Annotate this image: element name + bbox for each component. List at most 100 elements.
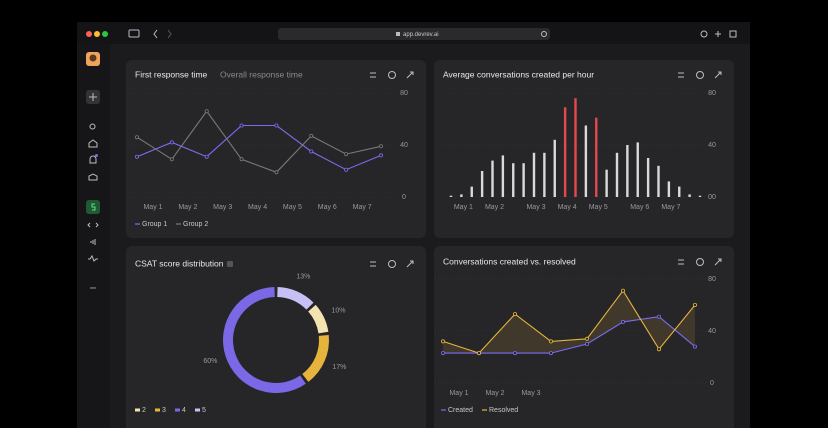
x-tick-label: May 3 — [213, 204, 232, 211]
point — [440, 351, 445, 356]
point — [169, 157, 174, 162]
x-tick-label: May 5 — [283, 204, 302, 211]
bar — [667, 181, 671, 197]
point — [657, 314, 662, 319]
bar — [460, 194, 463, 197]
x-tick-label: May 2 — [178, 204, 197, 211]
point — [549, 339, 554, 344]
home-icon[interactable] — [88, 139, 98, 148]
legend-label: 2 — [142, 407, 146, 414]
bar — [553, 139, 556, 197]
inbox-icon[interactable] — [88, 173, 98, 181]
url-bar[interactable] — [278, 28, 550, 40]
y-tick-label: 80 — [708, 276, 716, 283]
legend-label: Group 1 — [142, 221, 167, 228]
point — [134, 135, 139, 140]
point — [378, 153, 383, 158]
point — [239, 123, 244, 128]
sidebar-toggle[interactable] — [128, 29, 140, 38]
bar — [501, 155, 505, 197]
panel-title: Conversations created vs. resolved — [443, 256, 576, 266]
filter-icon[interactable] — [370, 72, 376, 78]
zoom-button[interactable] — [102, 31, 108, 37]
forward-button[interactable] — [167, 29, 172, 39]
point — [134, 154, 139, 159]
x-tick-label: May 6 — [630, 204, 649, 211]
close-button[interactable] — [86, 31, 92, 37]
donut-slice — [302, 334, 329, 382]
donut-slice — [277, 287, 314, 310]
point — [309, 149, 314, 154]
series-line — [136, 124, 382, 171]
code-icon[interactable] — [87, 222, 99, 228]
x-tick-label: May 2 — [485, 204, 504, 211]
panel — [434, 246, 734, 428]
legend-label: Created — [448, 407, 473, 414]
donut-slice — [223, 287, 306, 393]
help-icon[interactable] — [388, 71, 396, 79]
point — [309, 133, 314, 138]
expand-icon[interactable] — [406, 260, 414, 268]
panel — [126, 246, 426, 428]
slice-label: 13% — [296, 274, 310, 281]
legend-label: Group 2 — [183, 221, 208, 228]
tabs-button[interactable] — [729, 30, 737, 38]
help-icon[interactable] — [696, 71, 704, 79]
y-tick-label: 40 — [708, 328, 716, 335]
point — [513, 351, 518, 356]
more-dot — [94, 287, 96, 289]
notifications-icon[interactable] — [89, 155, 97, 164]
panel-title: First response time — [135, 69, 208, 79]
point — [204, 154, 209, 159]
x-tick-label: May 7 — [661, 204, 680, 211]
filter-icon[interactable] — [678, 259, 684, 265]
y-tick-label: 0 — [402, 194, 406, 201]
activity-icon[interactable] — [88, 254, 98, 262]
y-tick-label: 00 — [708, 194, 716, 201]
more-dot[interactable] — [90, 287, 92, 289]
bar — [605, 169, 608, 197]
reload-button[interactable] — [541, 31, 547, 37]
back-button[interactable] — [153, 29, 158, 39]
filter-icon[interactable] — [370, 261, 376, 267]
notification-badge — [95, 154, 98, 157]
point — [274, 170, 279, 175]
expand-icon[interactable] — [714, 71, 722, 79]
point — [693, 302, 698, 307]
search-icon[interactable] — [89, 123, 96, 130]
panel-tab[interactable]: Overall response time — [220, 69, 303, 79]
panel — [434, 60, 734, 238]
y-tick-label: 80 — [400, 90, 408, 97]
help-icon[interactable] — [696, 258, 704, 266]
signal-icon[interactable] — [90, 239, 96, 245]
bar — [615, 152, 619, 197]
bar — [657, 165, 660, 197]
bar — [584, 125, 588, 197]
panel-title: CSAT score distribution — [135, 258, 224, 268]
point — [621, 288, 626, 293]
help-icon[interactable] — [388, 260, 396, 268]
series-line — [136, 110, 382, 173]
point — [513, 312, 518, 317]
legend-label: Resolved — [489, 407, 518, 414]
point — [693, 344, 698, 349]
x-tick-label: May 1 — [143, 204, 162, 211]
minimize-button[interactable] — [94, 31, 100, 37]
point — [169, 140, 174, 145]
y-tick-label: 40 — [708, 142, 716, 149]
bar — [480, 171, 484, 197]
download-button[interactable] — [700, 30, 708, 38]
legend-swatch — [135, 408, 140, 412]
panel — [126, 60, 426, 238]
avatar-face — [89, 54, 97, 62]
expand-icon[interactable] — [406, 71, 414, 79]
filter-icon[interactable] — [678, 72, 684, 78]
new-tab-button[interactable] — [715, 31, 721, 37]
point — [549, 351, 554, 356]
x-tick-label: May 4 — [558, 204, 577, 211]
expand-icon[interactable] — [714, 258, 722, 266]
point — [239, 157, 244, 162]
point — [621, 319, 626, 324]
slice-label: 17% — [332, 364, 346, 371]
